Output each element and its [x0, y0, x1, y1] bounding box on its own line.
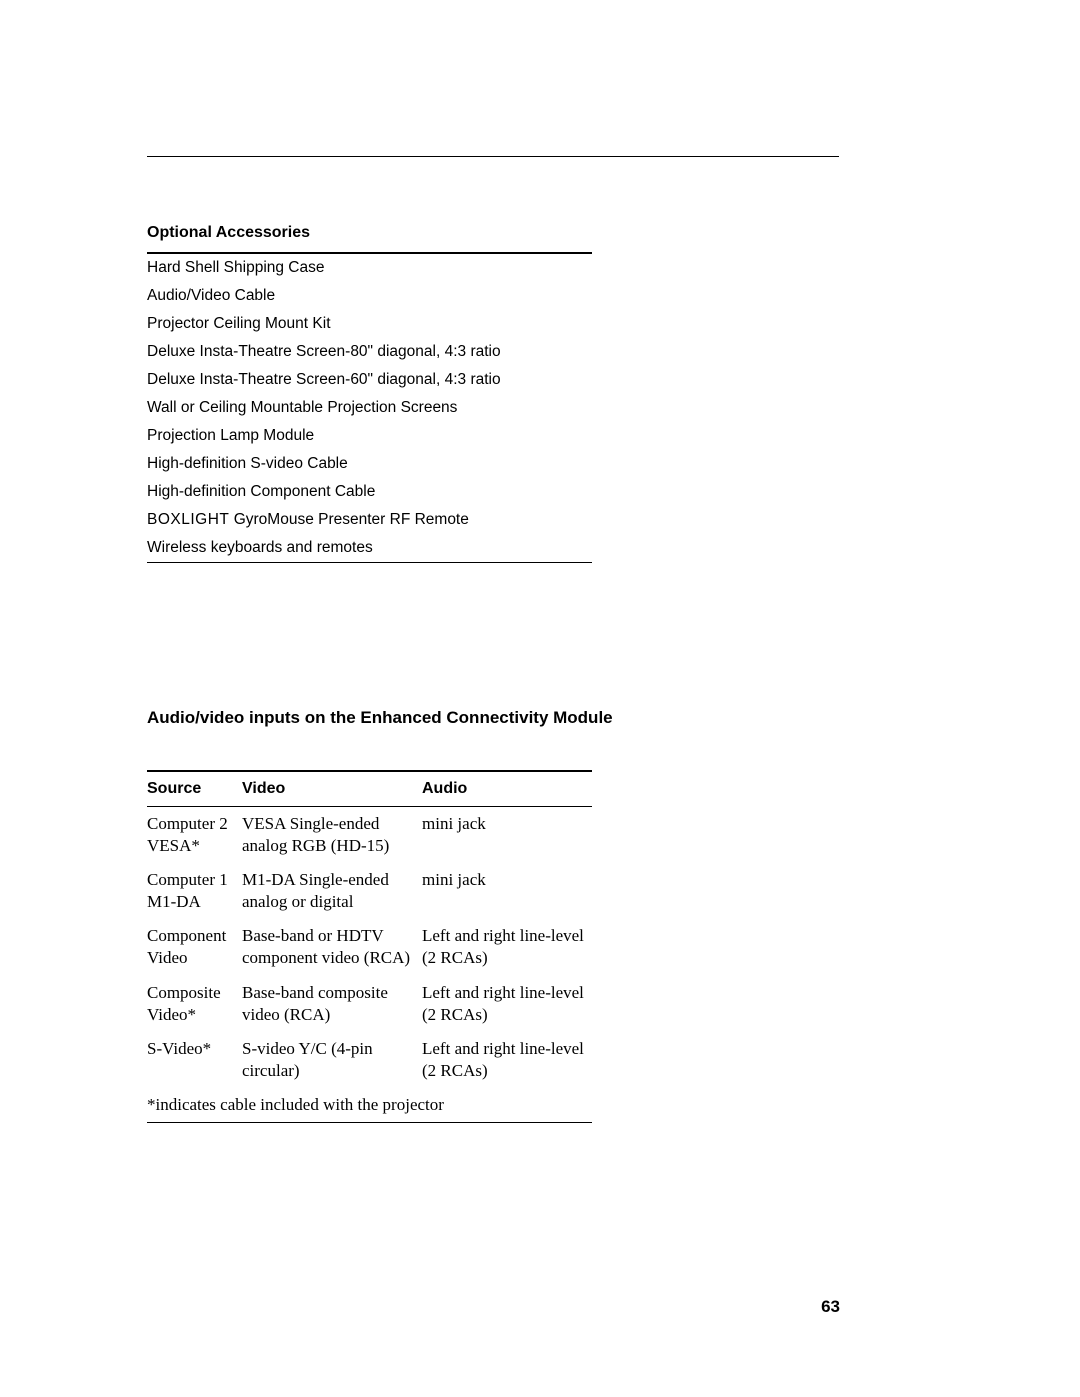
cell-source: Computer 2 VESA*: [147, 807, 242, 863]
table-row: Component Video Base-band or HDTV compon…: [147, 919, 592, 975]
accessory-item: Wall or Ceiling Mountable Projection Scr…: [147, 394, 592, 422]
col-header-video: Video: [242, 772, 422, 806]
cell-audio: Left and right line-level (2 RCAs): [422, 1032, 592, 1088]
table-row: Computer 1 M1-DA M1-DA Single-ended anal…: [147, 863, 592, 919]
inputs-table-body: Computer 2 VESA* VESA Single-ended analo…: [147, 807, 592, 1122]
accessory-item: High-definition S-video Cable: [147, 450, 592, 478]
cell-video: Base-band or HDTV component video (RCA): [242, 919, 422, 975]
cell-video: M1-DA Single-ended analog or digital: [242, 863, 422, 919]
cell-audio: mini jack: [422, 863, 592, 919]
accessory-item: High-definition Component Cable: [147, 478, 592, 506]
cell-video: S-video Y/C (4-pin circular): [242, 1032, 422, 1088]
accessory-item: Projection Lamp Module: [147, 422, 592, 450]
cell-audio: mini jack: [422, 807, 592, 863]
inputs-footnote: *indicates cable included with the proje…: [147, 1088, 592, 1122]
accessory-item: BOXLIGHT GyroMouse Presenter RF Remote: [147, 506, 592, 534]
accessory-item: Deluxe Insta-Theatre Screen-60" diagonal…: [147, 366, 592, 394]
col-header-source: Source: [147, 772, 242, 806]
cell-video: Base-band composite video (RCA): [242, 976, 422, 1032]
accessories-table: Hard Shell Shipping Case Audio/Video Cab…: [147, 254, 592, 562]
page-top-rule: [147, 156, 839, 157]
table-row: Composite Video* Base-band composite vid…: [147, 976, 592, 1032]
accessory-item: Projector Ceiling Mount Kit: [147, 310, 592, 338]
page-content: Optional Accessories Hard Shell Shipping…: [147, 224, 839, 1123]
table-row: S-Video* S-video Y/C (4-pin circular) Le…: [147, 1032, 592, 1088]
cell-source: Component Video: [147, 919, 242, 975]
inputs-rule-bottom: [147, 1122, 592, 1123]
cell-source: S-Video*: [147, 1032, 242, 1088]
cell-audio: Left and right line-level (2 RCAs): [422, 976, 592, 1032]
accessory-item: Deluxe Insta-Theatre Screen-80" diagonal…: [147, 338, 592, 366]
col-header-audio: Audio: [422, 772, 592, 806]
accessory-item: Hard Shell Shipping Case: [147, 254, 592, 282]
table-row: Computer 2 VESA* VESA Single-ended analo…: [147, 807, 592, 863]
page-number: 63: [821, 1297, 840, 1317]
inputs-table: Source Video Audio: [147, 772, 592, 806]
accessories-heading: Optional Accessories: [147, 224, 839, 242]
inputs-heading: Audio/video inputs on the Enhanced Conne…: [147, 708, 839, 728]
cell-source: Computer 1 M1-DA: [147, 863, 242, 919]
cell-source: Composite Video*: [147, 976, 242, 1032]
cell-video: VESA Single-ended analog RGB (HD-15): [242, 807, 422, 863]
accessory-item: Audio/Video Cable: [147, 282, 592, 310]
accessory-item: Wireless keyboards and remotes: [147, 534, 592, 562]
inputs-header-row: Source Video Audio: [147, 772, 592, 806]
table-footnote-row: *indicates cable included with the proje…: [147, 1088, 592, 1122]
cell-audio: Left and right line-level (2 RCAs): [422, 919, 592, 975]
